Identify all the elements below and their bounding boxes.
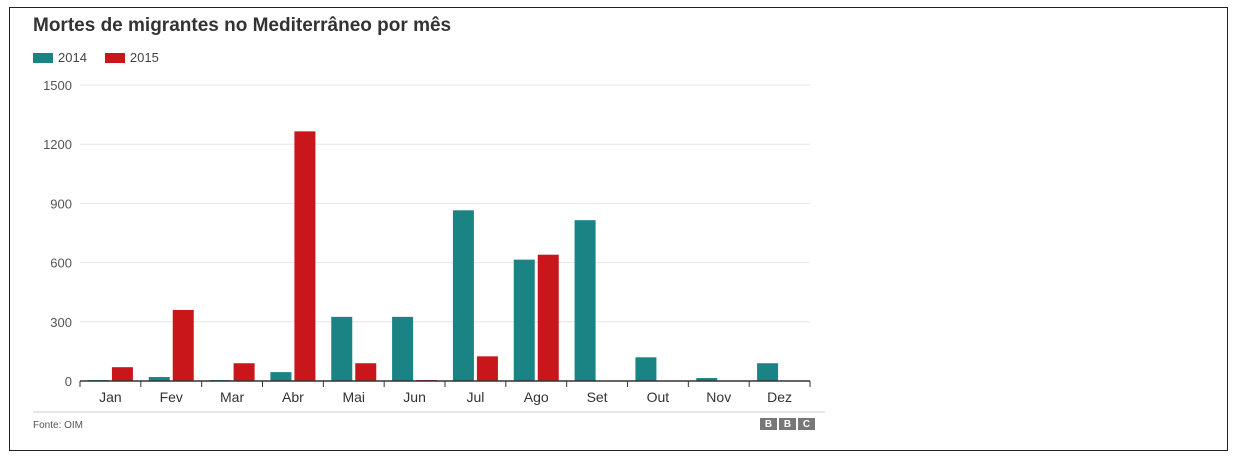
x-tick-label: Abr (282, 389, 304, 405)
y-tick-label: 1200 (43, 137, 72, 152)
bar-2014-dez (757, 363, 778, 381)
x-tick-label: Dez (767, 389, 792, 405)
bar-2014-mai (331, 317, 352, 381)
x-tick-label: Nov (706, 389, 731, 405)
y-tick-label: 1500 (43, 78, 72, 93)
bbc-logo-letter: B (779, 418, 796, 430)
y-tick-label: 300 (50, 315, 72, 330)
bar-2014-jul (453, 210, 474, 381)
bar-2015-ago (538, 255, 559, 381)
bar-2015-jan (112, 367, 133, 381)
x-tick-label: Mar (220, 389, 244, 405)
bar-2015-mar (234, 363, 255, 381)
x-tick-label: Jul (466, 389, 484, 405)
y-tick-label: 0 (65, 374, 72, 389)
bar-2014-out (635, 357, 656, 381)
bbc-logo: B B C (760, 418, 817, 430)
source-note: Fonte: OIM (33, 420, 83, 431)
bbc-logo-letter: B (760, 418, 777, 430)
x-tick-label: Jun (403, 389, 426, 405)
bar-2014-jun (392, 317, 413, 381)
y-tick-label: 900 (50, 196, 72, 211)
bar-2015-fev (173, 310, 194, 381)
x-tick-label: Out (647, 389, 670, 405)
bar-2014-set (575, 220, 596, 381)
x-tick-label: Ago (524, 389, 549, 405)
bar-2014-abr (270, 372, 291, 381)
x-tick-label: Fev (160, 389, 183, 405)
x-tick-label: Mai (342, 389, 365, 405)
bbc-logo-letter: C (798, 418, 815, 430)
x-tick-label: Jan (99, 389, 122, 405)
bar-2015-mai (355, 363, 376, 381)
x-tick-label: Set (587, 389, 608, 405)
bar-2015-abr (294, 131, 315, 381)
bar-2015-jul (477, 356, 498, 381)
y-tick-label: 600 (50, 256, 72, 271)
bar-2014-ago (514, 260, 535, 381)
